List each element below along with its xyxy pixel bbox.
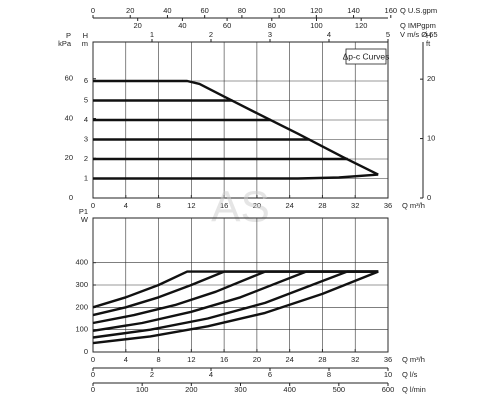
x-tick-label: 0	[91, 6, 95, 15]
x-tick-label: 36	[384, 355, 392, 364]
y-tick-label: 1	[84, 173, 88, 182]
x-tick-label: 40	[178, 21, 186, 30]
x-tick-label: 0	[91, 201, 95, 210]
y-tick-label: 0	[427, 193, 431, 202]
axis-label: Q IMPgpm	[400, 21, 436, 30]
x-tick-label: 80	[238, 6, 246, 15]
axis-label: H	[426, 31, 431, 40]
axis-label: ft	[426, 39, 431, 48]
axis-label: m	[82, 39, 88, 48]
axis-label: H	[83, 31, 88, 40]
x-tick-label: 0	[91, 385, 95, 394]
y-tick-label: 4	[84, 115, 88, 124]
x-tick-label: 200	[185, 385, 198, 394]
axis-label: W	[81, 215, 89, 224]
x-tick-label: 1	[150, 30, 154, 39]
axis-label: Q m³/h	[402, 355, 425, 364]
axis-label: P	[66, 31, 71, 40]
y-tick-label: 6	[84, 76, 88, 85]
x-tick-label: 6	[268, 370, 272, 379]
x-tick-label: 0	[91, 370, 95, 379]
x-tick-label: 12	[187, 355, 195, 364]
x-tick-label: 32	[351, 355, 359, 364]
x-tick-label: 28	[318, 201, 326, 210]
axis-label: kPa	[58, 39, 72, 48]
x-tick-label: 120	[355, 21, 368, 30]
x-tick-label: 8	[156, 355, 160, 364]
curve	[92, 270, 379, 317]
x-tick-label: 4	[209, 370, 213, 379]
axis-label: V m/s Ø 65	[400, 30, 438, 39]
curve	[93, 79, 379, 176]
x-tick-label: 300	[234, 385, 247, 394]
annotation-box	[345, 48, 387, 65]
x-tick-label: 4	[124, 201, 128, 210]
x-tick-label: 100	[136, 385, 149, 394]
x-tick-label: 8	[327, 370, 331, 379]
annotation: Δp-c Curves	[343, 51, 390, 61]
x-tick-label: 160	[385, 6, 398, 15]
x-tick-label: 100	[310, 21, 323, 30]
y-tick-label: 0	[84, 347, 88, 356]
y-tick-label: 200	[75, 302, 88, 311]
x-tick-label: 5	[386, 30, 390, 39]
y-tick-label: 3	[84, 134, 88, 143]
x-tick-label: 500	[333, 385, 346, 394]
y-tick-label: 2	[84, 154, 88, 163]
x-tick-label: 10	[384, 370, 392, 379]
curve	[92, 270, 379, 325]
y-tick-label: 300	[75, 280, 88, 289]
x-tick-label: 24	[285, 355, 293, 364]
axis-label: Q l/min	[402, 385, 426, 394]
x-tick-label: 2	[150, 370, 154, 379]
y-tick-label: 20	[427, 74, 435, 83]
y-tick-label: 40	[65, 113, 73, 122]
x-tick-label: 12	[187, 201, 195, 210]
x-tick-label: 140	[347, 6, 360, 15]
y-tick-label: 20	[65, 153, 73, 162]
curve	[92, 270, 379, 332]
x-tick-label: 3	[268, 30, 272, 39]
x-tick-label: 600	[382, 385, 395, 394]
curve	[92, 270, 379, 339]
x-tick-label: 16	[220, 201, 228, 210]
x-tick-label: 120	[310, 6, 323, 15]
axis-label: Q U.S.gpm	[400, 6, 437, 15]
curve	[93, 173, 379, 180]
y-tick-label: 10	[427, 134, 435, 143]
x-tick-label: 2	[209, 30, 213, 39]
x-tick-label: 8	[156, 201, 160, 210]
y-tick-label: 100	[75, 325, 88, 334]
watermark: AS	[211, 183, 270, 232]
axis-label: Q l/s	[402, 370, 418, 379]
x-tick-label: 20	[126, 6, 134, 15]
x-tick-label: 24	[285, 201, 293, 210]
x-tick-label: 20	[253, 355, 261, 364]
y-tick-label: 0	[69, 193, 73, 202]
x-tick-label: 100	[273, 6, 286, 15]
axis-label: Q m³/h	[402, 201, 425, 210]
x-tick-label: 80	[268, 21, 276, 30]
x-tick-label: 60	[223, 21, 231, 30]
x-tick-label: 36	[384, 201, 392, 210]
x-tick-label: 40	[163, 6, 171, 15]
x-tick-label: 4	[124, 355, 128, 364]
x-tick-label: 60	[201, 6, 209, 15]
y-tick-label: 60	[65, 74, 73, 83]
x-tick-label: 32	[351, 201, 359, 210]
x-tick-label: 28	[318, 355, 326, 364]
x-tick-label: 0	[91, 355, 95, 364]
y-tick-label: 5	[84, 95, 88, 104]
x-tick-label: 4	[327, 30, 331, 39]
axis-label: P1	[79, 207, 88, 216]
curve	[92, 270, 379, 345]
x-tick-label: 20	[253, 201, 261, 210]
y-tick-label: 400	[75, 258, 88, 267]
x-tick-label: 400	[283, 385, 296, 394]
x-tick-label: 16	[220, 355, 228, 364]
x-tick-label: 20	[134, 21, 142, 30]
